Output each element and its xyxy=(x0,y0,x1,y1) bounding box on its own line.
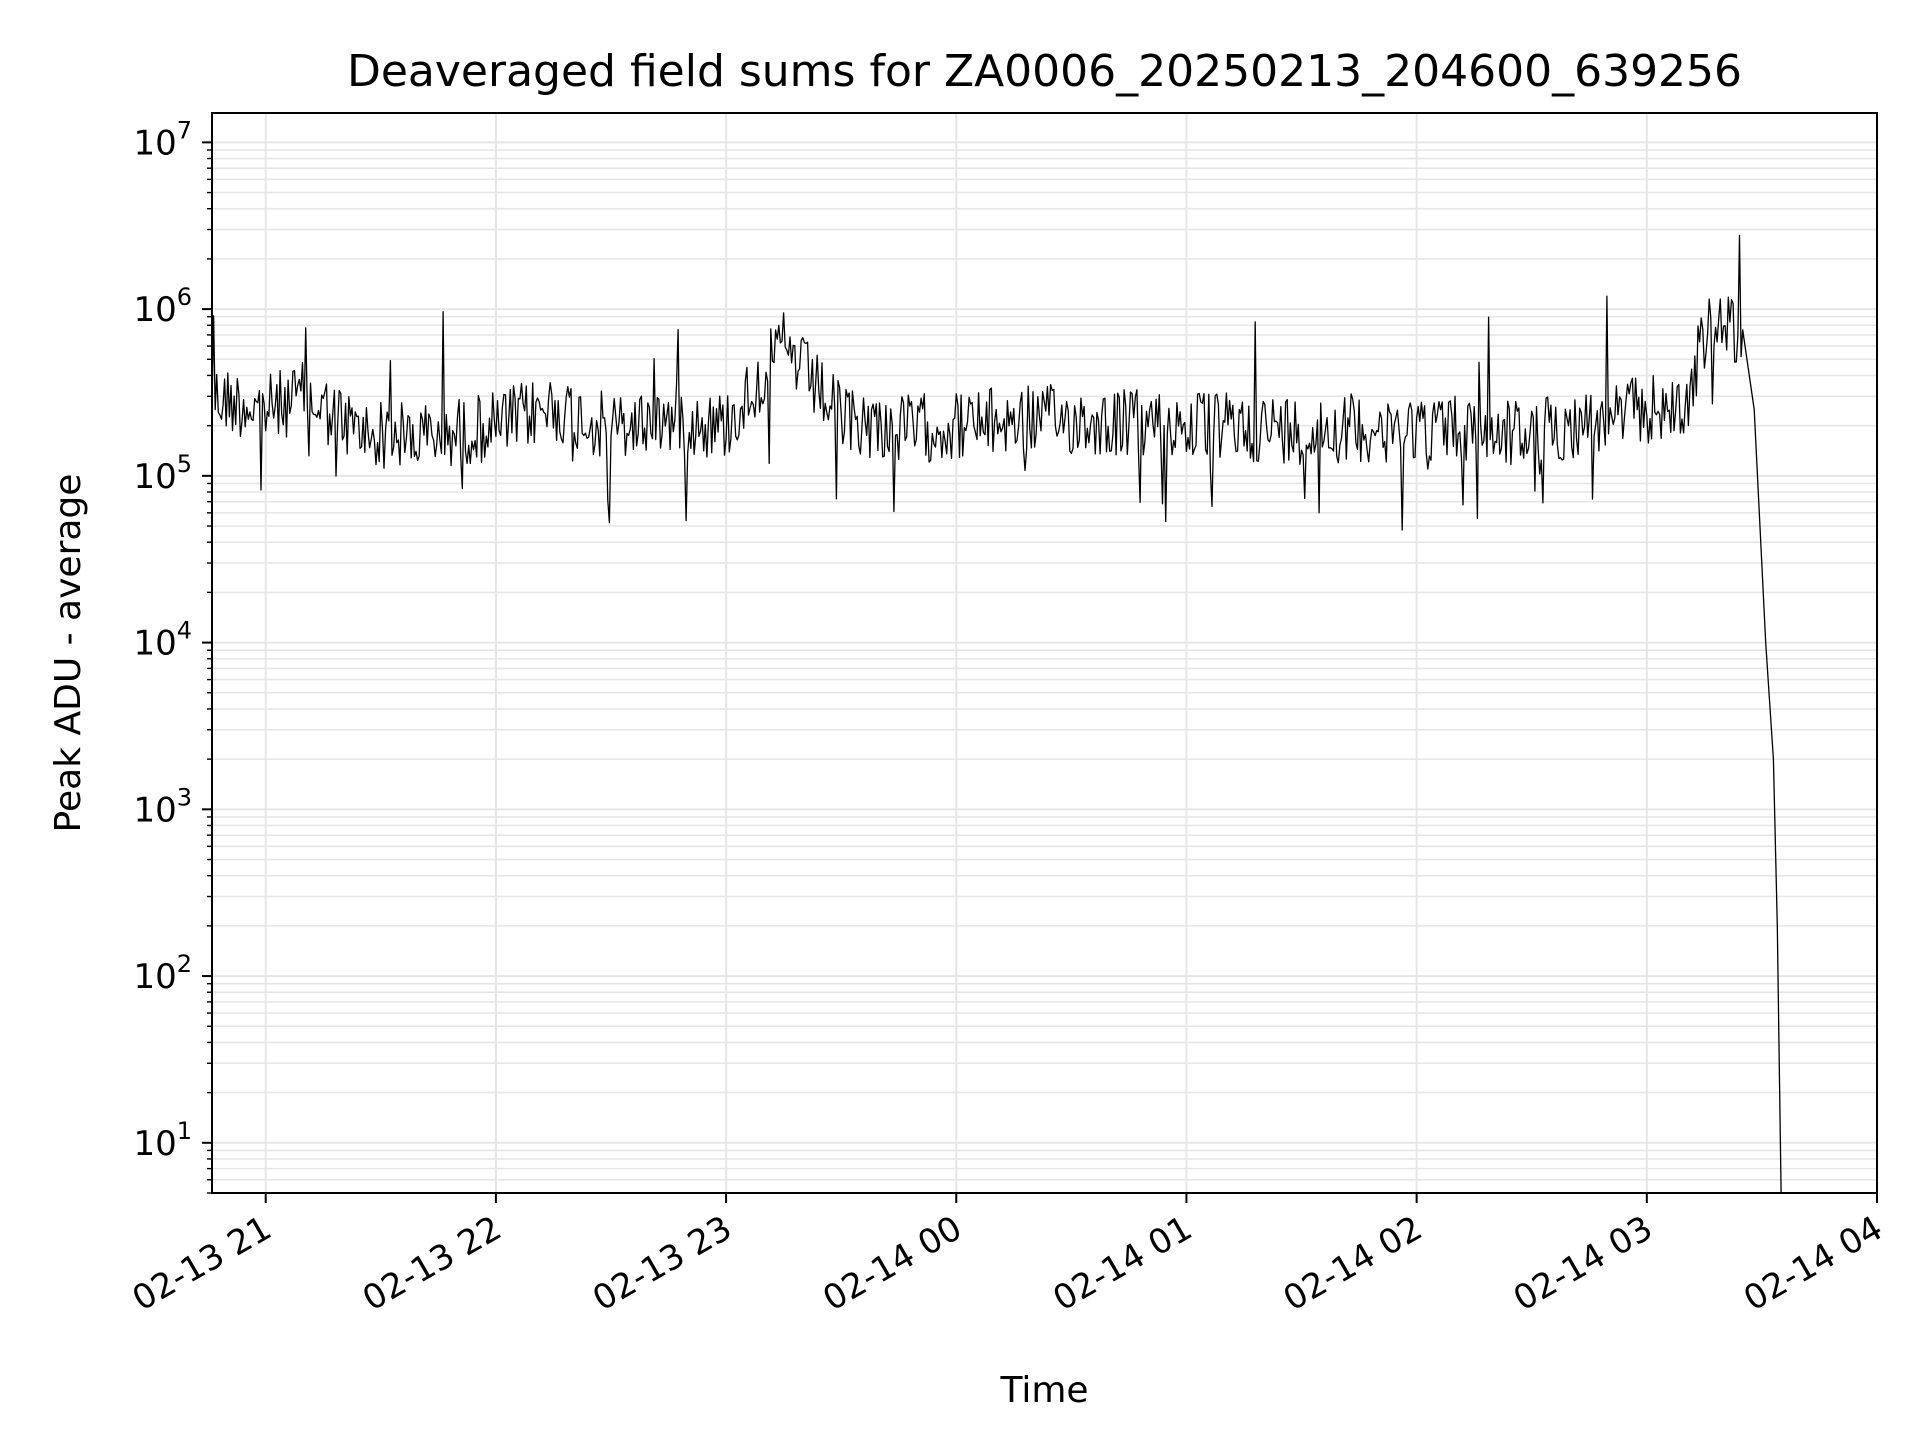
y-tick-exponent: 6 xyxy=(177,283,192,311)
y-tick-label: 104 xyxy=(133,617,192,664)
y-axis-label: Peak ADU - average xyxy=(48,474,89,833)
y-tick-base: 10 xyxy=(133,1124,176,1164)
y-tick-base: 10 xyxy=(133,790,176,830)
series-layer xyxy=(211,234,1782,1194)
y-tick-exponent: 7 xyxy=(177,116,192,144)
y-tick-base: 10 xyxy=(133,123,176,163)
y-tick-exponent: 5 xyxy=(177,450,192,478)
y-tick-label: 101 xyxy=(133,1117,192,1164)
y-tick-label: 106 xyxy=(133,283,192,330)
y-tick-exponent: 2 xyxy=(177,950,192,978)
chart-title: Deaveraged field sums for ZA0006_2025021… xyxy=(347,46,1742,97)
y-tick-base: 10 xyxy=(133,957,176,997)
y-tick-label: 105 xyxy=(133,450,192,497)
y-tick-exponent: 1 xyxy=(177,1117,192,1145)
y-tick-base: 10 xyxy=(133,290,176,330)
y-tick-base: 10 xyxy=(133,624,176,664)
plot-frame xyxy=(211,112,1878,1194)
y-tick-exponent: 3 xyxy=(177,783,192,811)
y-tick-label: 107 xyxy=(133,116,192,163)
series-line xyxy=(211,234,1782,1194)
y-tick-exponent: 4 xyxy=(177,617,192,645)
grid xyxy=(212,113,1878,1194)
x-axis-label: Time xyxy=(999,1370,1088,1411)
y-tick-base: 10 xyxy=(133,457,176,497)
y-tick-label: 102 xyxy=(133,950,192,997)
y-tick-label: 103 xyxy=(133,783,192,830)
